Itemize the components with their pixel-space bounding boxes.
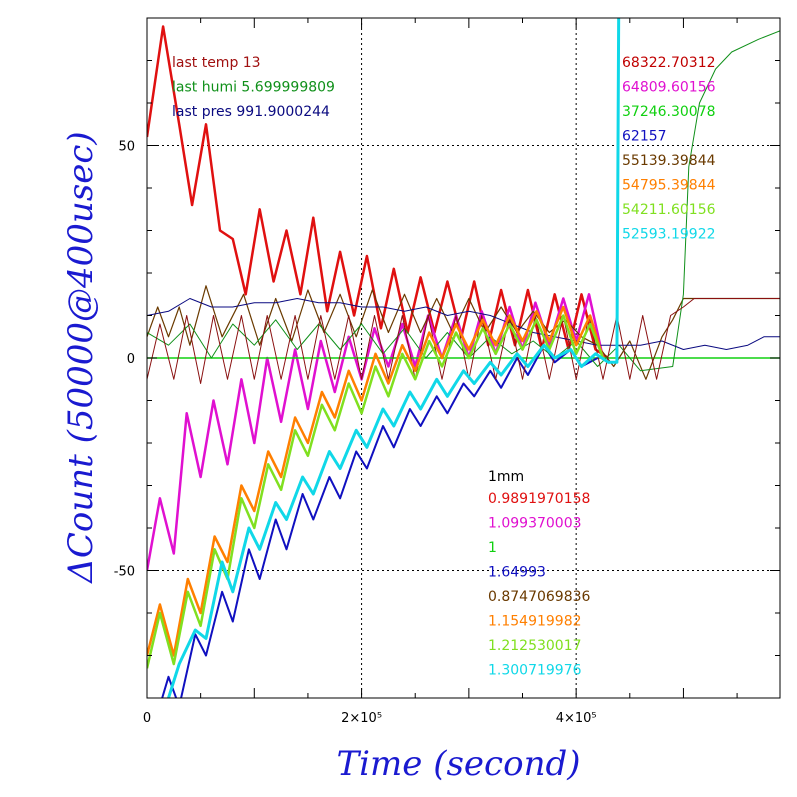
counts-legend-entry: 54795.39844 — [622, 178, 716, 194]
series-line-9 — [147, 305, 605, 657]
series-line-4 — [161, 344, 599, 698]
counts-legend-entry: 62157 — [622, 129, 667, 145]
y-axis-title: ΔCount (50000@400usec) — [61, 131, 101, 584]
scale-legend-entry: 1.212530017 — [488, 638, 582, 654]
counts-legend-entry: 68322.70312 — [622, 55, 716, 71]
counts-legend-entry: 52593.19922 — [622, 227, 716, 243]
counts-legend-entry: 55139.39844 — [622, 153, 716, 169]
scale-legend-entry: 0.8747069836 — [488, 589, 591, 605]
axis-ticks — [146, 18, 780, 698]
y-tick-label: 50 — [118, 140, 135, 155]
y-tick-label: 0 — [127, 352, 135, 367]
series-line-6 — [147, 30, 780, 372]
counts-legend-entry: 54211.60156 — [622, 202, 716, 218]
scale-legend-entry: 1.64993 — [488, 565, 546, 581]
env-info-block: last temp 13 last humi 5.699999809 last pr… — [172, 55, 335, 120]
tick-labels: 0 2×10⁵ 4×10⁵ 50 0 -50 — [114, 140, 597, 727]
scale-legend: 1mm 0.9891970158 1.099370003 1 1.64993 0.8747… — [488, 469, 591, 679]
env-info-line: last temp 13 — [172, 55, 261, 71]
y-tick-label: -50 — [114, 565, 135, 580]
counts-legend-entry: 37246.30078 — [622, 104, 716, 120]
scale-legend-title: 1mm — [488, 469, 524, 485]
env-info-line: last pres 991.9000244 — [172, 104, 330, 120]
scale-legend-entry: 1 — [488, 540, 497, 556]
scale-legend-entry: 1.099370003 — [488, 516, 582, 532]
scale-legend-entry: 1.300719976 — [488, 663, 582, 679]
counts-legend-entry: 64809.60156 — [622, 80, 716, 96]
scale-legend-entry: 0.9891970158 — [488, 491, 590, 507]
scale-legend-entry: 1.154919982 — [488, 614, 582, 630]
x-tick-label: 2×10⁵ — [341, 711, 382, 726]
x-axis-title: Time (second) — [337, 744, 581, 784]
series-line-7 — [147, 298, 780, 350]
env-info-line: last humi 5.699999809 — [172, 80, 335, 96]
x-tick-label: 4×10⁵ — [556, 711, 597, 726]
series-line-5 — [147, 285, 780, 380]
x-tick-label: 0 — [143, 711, 151, 726]
series-line-11 — [166, 18, 621, 698]
series-group — [147, 18, 780, 698]
counts-legend: 68322.70312 64809.60156 37246.30078 62157 55… — [622, 55, 716, 243]
